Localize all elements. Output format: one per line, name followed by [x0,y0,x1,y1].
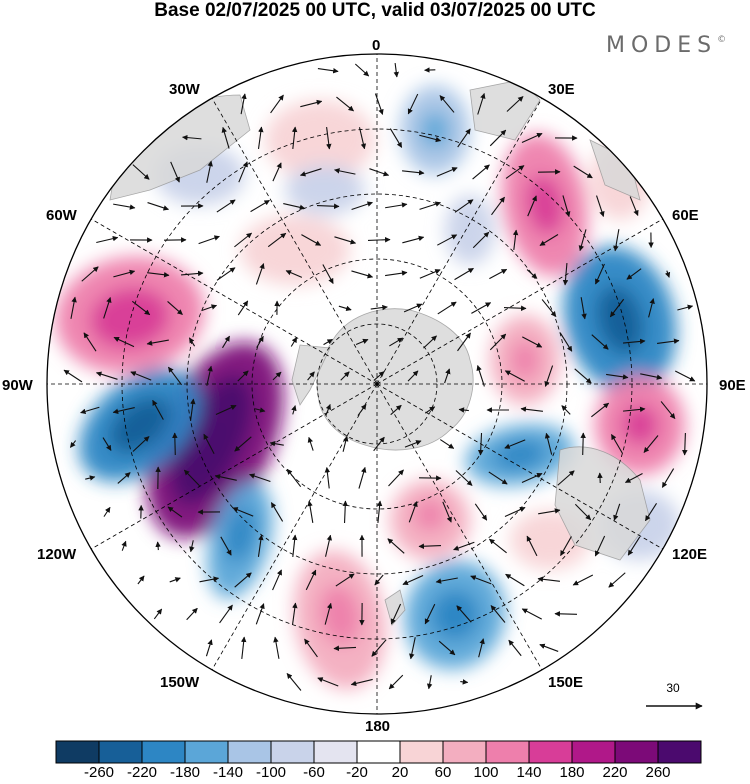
colorbar-swatch [443,741,486,763]
colorbar-swatch [56,741,99,763]
colorbar-swatch [400,741,443,763]
colorbar-swatch [572,741,615,763]
reference-vector-label: 30 [640,681,706,695]
lon-label-60w: 60W [46,207,77,224]
colorbar-tick-label: -260 [84,764,114,781]
colorbar-swatch [185,741,228,763]
colorbar-tick-label: -140 [213,764,243,781]
lon-label-30w: 30W [169,81,200,98]
colorbar-swatch [228,741,271,763]
colorbar [55,740,702,764]
colorbar-swatch [314,741,357,763]
colorbar-swatch [615,741,658,763]
colorbar-tick-label: 100 [473,764,498,781]
lon-label-120e: 120E [672,546,707,563]
colorbar-ticks: -260 -220 -180 -140 -100 -60 -20 20 60 100 140 180 2… [0,764,750,784]
lon-label-60e: 60E [672,207,699,224]
colorbar-tick-label: 60 [435,764,452,781]
colorbar-swatch [529,741,572,763]
colorbar-tick-label: -220 [127,764,157,781]
colorbar-tick-label: -180 [170,764,200,781]
colorbar-tick-label: -100 [256,764,286,781]
colorbar-tick-label: 180 [559,764,584,781]
colorbar-tick-label: 220 [602,764,627,781]
colorbar-tick-label: 20 [392,764,409,781]
colorbar-swatch [142,741,185,763]
colorbar-swatch [486,741,529,763]
colorbar-swatch [658,741,701,763]
colorbar-tick-label: 140 [516,764,541,781]
lon-label-90w: 90W [2,377,33,394]
lon-label-30e: 30E [548,81,575,98]
lon-label-0: 0 [372,37,380,54]
lon-label-120w: 120W [37,546,76,563]
colorbar-swatch [357,741,400,763]
colorbar-tick-label: -20 [346,764,368,781]
colorbar-tick-label: 260 [645,764,670,781]
colorbar-tick-label: -60 [303,764,325,781]
colorbar-swatch [271,741,314,763]
colorbar-swatch [99,741,142,763]
lon-label-150e: 150E [548,674,583,691]
lon-label-90e: 90E [719,377,746,394]
lon-label-180: 180 [365,718,390,735]
lon-label-150w: 150W [160,674,199,691]
